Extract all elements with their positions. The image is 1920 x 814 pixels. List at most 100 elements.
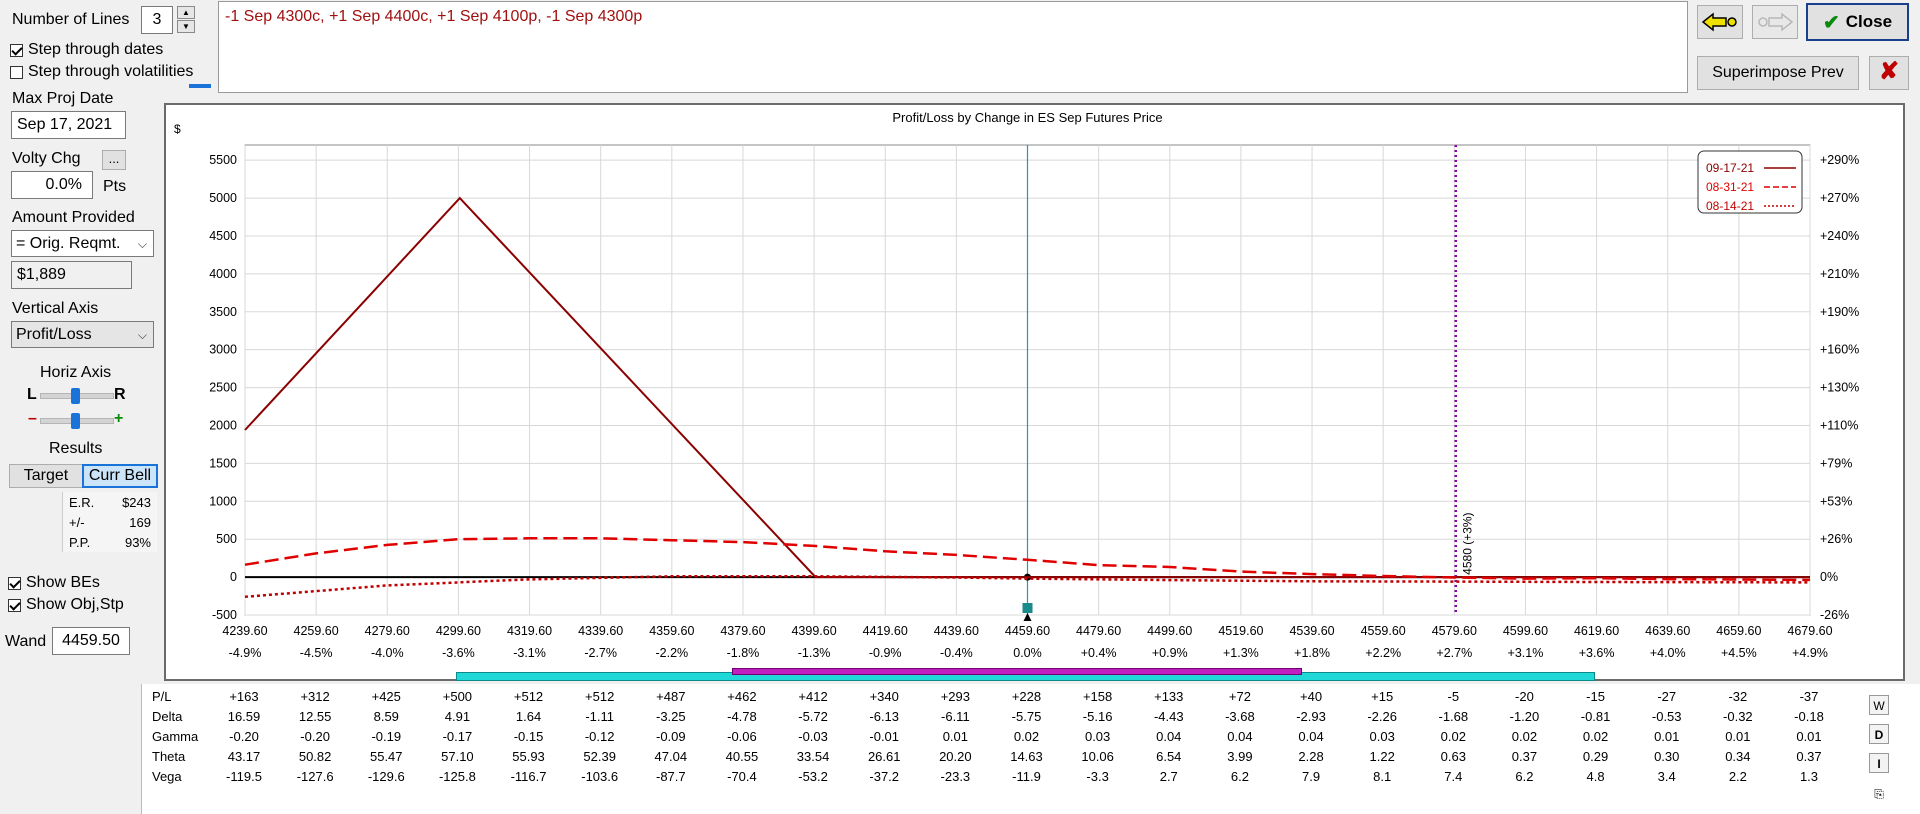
series-line-08-31-21 [244,537,1811,582]
next-arrow-button[interactable] [1752,5,1798,39]
greeks-table: W D I ⎘ P/L +163 +312 +425 +500 +512 +512 +487 +… [141,668,1920,814]
y-tick-label: 4000 [209,267,237,281]
greek-cell: -11.9 [1012,769,1041,784]
i-tool-button[interactable]: I [1869,753,1889,773]
x-tick-label: 4559.60 [1361,624,1406,638]
chart-frame[interactable]: Profit/Loss by Change in ES Sep Futures … [164,103,1905,681]
vertical-axis-select[interactable]: Profit/Loss ⌵ [11,321,154,348]
greek-cell: -53.2 [798,769,828,784]
lr-slider-thumb[interactable] [71,388,80,404]
spin-up-button[interactable]: ▲ [177,6,195,19]
superimpose-prev-button[interactable]: Superimpose Prev [1697,56,1859,90]
x-pct-tick-label: -4.0% [371,646,404,660]
max-proj-date-field[interactable]: Sep 17, 2021 [11,111,126,139]
greek-cell: -0.81 [1580,709,1611,724]
greek-cell: 0.29 [1582,749,1609,764]
wand-field[interactable]: 4459.50 [52,627,130,655]
greek-cell: +293 [940,689,970,704]
step-dates-checkbox[interactable]: Step through dates [10,41,163,59]
greek-cell: -0.03 [798,729,828,744]
y-right-tick-label: +110% [1820,418,1858,432]
x-tick-label: 4499.60 [1147,624,1192,638]
results-panel: E.R. $243 +/- 169 P.P. 93% [62,492,157,552]
greek-cell: 0.02 [1440,729,1466,744]
step-vol-checkbox[interactable]: Step through volatilities [10,63,193,81]
volty-chg-button[interactable]: ... [102,150,126,170]
greek-cell: -0.20 [300,729,330,744]
amount-provided-value: = Orig. Reqmt. [16,235,121,252]
greek-cell: 1.22 [1369,749,1395,764]
greek-cell: -5.16 [1082,709,1113,724]
series-line-09-17-21 [244,196,1810,579]
arrow-left-icon [1701,12,1737,32]
curr-bell-button[interactable]: Curr Bell [82,464,158,488]
num-lines-input[interactable]: 3 [141,6,173,34]
greek-cell: 0.01 [1796,729,1822,744]
checkbox-checked-icon [8,598,21,612]
greek-cell: -103.6 [581,769,619,784]
arrow-right-icon [1758,12,1794,32]
strategy-textbox[interactable]: -1 Sep 4300c, +1 Sep 4400c, +1 Sep 4100p… [218,1,1688,93]
greek-cell: 0.04 [1227,729,1253,744]
x-tick-label: 4659.60 [1716,624,1761,638]
x-pct-tick-label: -1.3% [798,646,831,660]
chart-title: Profit/Loss by Change in ES Sep Futures … [892,110,1162,125]
zoom-slider-thumb[interactable] [71,413,80,429]
x-pct-tick-label: +1.3% [1223,646,1259,660]
greek-cell: +163 [229,689,259,704]
prev-arrow-button[interactable] [1697,5,1743,39]
show-objstp-checkbox[interactable]: Show Obj,Stp [8,596,124,614]
pp-value: 93% [124,535,151,550]
y-tick-label: 4500 [209,229,237,243]
legend-label: 08-14-21 [1706,199,1754,213]
volty-chg-field[interactable]: 0.0% [11,171,93,199]
x-tick-label: 4479.60 [1076,624,1121,638]
greek-row-label: P/L [152,689,172,704]
pl-chart[interactable]: Profit/Loss by Change in ES Sep Futures … [166,105,1903,679]
y-tick-label: 5500 [209,153,237,167]
y-tick-label: 1500 [209,456,237,470]
greek-cell: +512 [513,689,544,704]
x-tick-label: 4379.60 [720,624,765,638]
vertical-axis-label: Vertical Axis [12,300,99,317]
greek-cell: -1.11 [585,709,614,724]
x-pct-tick-label: -4.9% [229,646,262,660]
target-button[interactable]: Target [9,464,83,488]
close-button[interactable]: ✔ Close [1806,3,1909,41]
y-tick-label: 1000 [209,494,237,508]
greek-cell: 0.01 [1725,729,1751,744]
greek-cell: -5 [1447,689,1460,704]
er-label: E.R. [69,495,95,510]
vertical-axis-value: Profit/Loss [16,326,92,343]
show-bes-checkbox[interactable]: Show BEs [8,574,100,592]
cancel-x-button[interactable]: ✘ [1869,56,1909,90]
mini-slider-icon[interactable] [189,84,211,88]
greek-cell: 6.2 [1515,769,1534,784]
amount-provided-select[interactable]: = Orig. Reqmt. ⌵ [11,230,154,257]
x-pct-tick-label: +3.1% [1508,646,1544,660]
y-right-tick-label: -26% [1820,608,1849,622]
y-tick-label: 3500 [209,305,237,319]
greek-cell: -15 [1586,689,1605,704]
x-tick-label: 4679.60 [1787,624,1832,638]
greek-cell: 0.04 [1156,729,1182,744]
volty-chg-unit: Pts [103,178,127,195]
results-label: Results [49,440,103,457]
spin-down-button[interactable]: ▼ [177,20,195,33]
greek-cell: -6.13 [869,709,900,724]
x-pct-tick-label: 0.0% [1013,646,1042,660]
d-tool-button[interactable]: D [1869,724,1889,744]
greek-cell: -6.11 [941,709,970,724]
chevron-down-icon: ⌵ [137,328,147,342]
x-tick-label: 4259.60 [294,624,339,638]
y-tick-label: 3000 [209,343,237,357]
greek-cell: -37.2 [869,769,900,784]
export-icon[interactable]: ⎘ [1874,787,1884,801]
greek-row-label: Gamma [152,729,199,744]
y-tick-label: 500 [216,532,237,546]
wrap-tool-icon[interactable]: W [1869,695,1889,715]
greek-cell: 0.01 [942,729,969,744]
x-pct-tick-label: +4.5% [1721,646,1757,660]
greek-cell: -3.25 [655,709,686,724]
greek-cell: 0.02 [1582,729,1609,744]
